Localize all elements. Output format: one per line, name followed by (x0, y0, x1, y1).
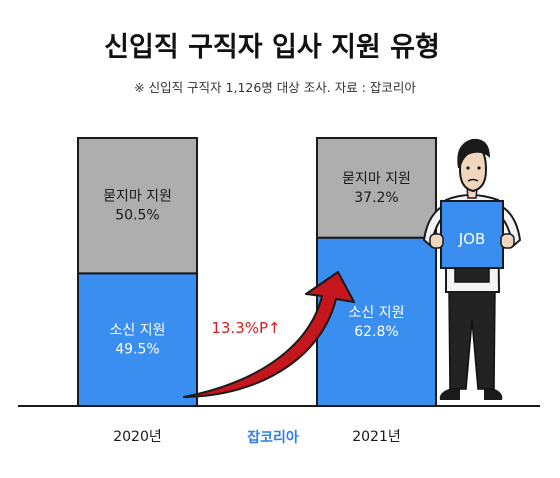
chart-title: 신입직 구직자 입사 지원 유형 (104, 32, 440, 63)
bar-mutjima-0 (77, 137, 198, 275)
data-label: 49.5% (115, 342, 159, 358)
bars-layer: 소신 지원 49.5% 묻지마 지원 50.5% 2020년 소신 지원 62.8% 묻지마 … (77, 137, 437, 445)
jobseeker-illustration: JOB (422, 138, 522, 400)
data-label: 50.5% (115, 208, 159, 224)
data-label: 62.8% (354, 324, 398, 340)
bar-sosin-0 (77, 272, 198, 407)
segment-name-label: 소신 지원 (349, 305, 405, 321)
growth-arrow (183, 271, 355, 398)
segment-name-label: 묻지마 지원 (342, 171, 411, 187)
chart-subtitle: ※ 신입직 구직자 1,126명 대상 조사. 자료 : 잡코리아 (134, 80, 416, 95)
x-tick-label: 2020년 (113, 429, 162, 445)
x-tick-label: 2021년 (352, 429, 401, 445)
segment-name-label: 소신 지원 (110, 323, 166, 339)
data-label: 37.2% (354, 190, 398, 206)
job-sign-label: JOB (458, 230, 486, 248)
bar-mutjima-1 (316, 137, 437, 239)
change-annotation: 13.3%P↑ (211, 319, 280, 337)
segment-name-label: 묻지마 지원 (103, 189, 172, 205)
bar-sosin-1 (316, 236, 437, 407)
source-watermark: 잡코리아 (247, 429, 299, 446)
